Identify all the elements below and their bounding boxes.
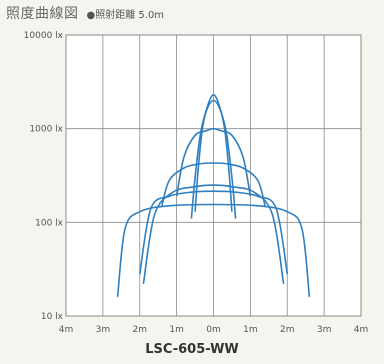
illuminance-curve-7 [116, 203, 311, 297]
chart-title: 照度曲線図 [6, 6, 79, 22]
y-tick-label: 100 lx [35, 218, 64, 228]
y-tick-label: 10 lx [41, 312, 64, 322]
illuminance-curve-1 [194, 94, 233, 212]
x-tick-label: 1m [243, 325, 258, 335]
illuminance-curve-4 [161, 162, 266, 207]
y-tick-label: 1000 lx [29, 125, 63, 135]
distance-note: ●照射距離 5.0m [86, 10, 165, 21]
x-tick-label: 2m [133, 325, 148, 335]
x-tick-label: 1m [169, 325, 184, 335]
model-label: LSC-605-WW [145, 342, 239, 357]
x-tick-label: 4m [59, 325, 74, 335]
y-tick-label: 10000 lx [24, 31, 64, 41]
chart-heading: 照度曲線図 ●照射距離 5.0m [6, 3, 164, 23]
x-tick-label: 4m [354, 325, 369, 335]
x-tick-label: 2m [280, 325, 295, 335]
x-tick-label: 3m [317, 325, 332, 335]
illuminance-curve-3 [175, 127, 252, 197]
x-tick-label: 0m [206, 325, 221, 335]
illuminance-curve-6 [139, 190, 289, 275]
x-tick-label: 3m [96, 325, 111, 335]
